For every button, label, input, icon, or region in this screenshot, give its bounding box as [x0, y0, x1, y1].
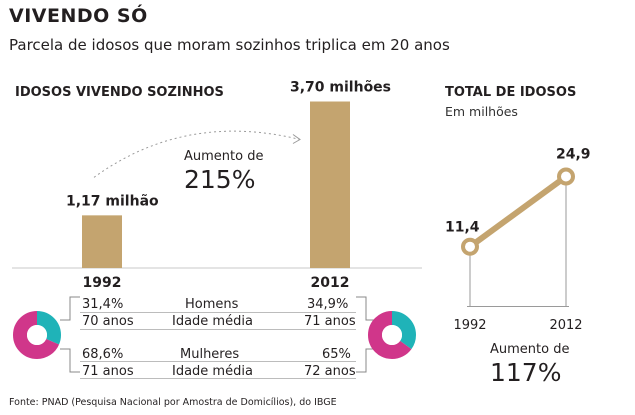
right-increase-label: Aumento de: [490, 342, 570, 357]
left-panel-title: IDOSOS VIVENDO SOZINHOS: [15, 85, 224, 100]
donut-hole-2012: [382, 325, 402, 345]
right-increase-value: 117%: [490, 358, 562, 387]
line-value-label-2012: 24,9: [556, 147, 591, 163]
row-men-label: Homens: [185, 297, 239, 312]
bracket-2012-women: [356, 348, 376, 373]
row-women-age-2012: 72 anos: [304, 364, 356, 379]
left-increase-value: 215%: [184, 165, 256, 194]
row-women-age-label: Idade média: [172, 364, 253, 379]
row-women-age-1992: 71 anos: [82, 364, 134, 379]
line-point-2012: [557, 167, 575, 186]
line-x-label-1992: 1992: [453, 318, 486, 333]
row-women-share-1992: 68,6%: [82, 347, 124, 362]
line-series: [468, 174, 568, 250]
bar-category-label-2012: 2012: [311, 275, 350, 291]
row-women-share-2012: 65%: [322, 347, 351, 362]
line-value-label-1992: 11,4: [445, 220, 480, 236]
row-women-label: Mulheres: [180, 347, 240, 362]
bar-1992: [82, 215, 122, 268]
row-men-age-2012: 71 anos: [304, 314, 356, 329]
right-panel-subtitle: Em milhões: [445, 104, 518, 119]
bar-2012: [310, 101, 350, 268]
bar-value-label-2012: 3,70 milhões: [290, 80, 391, 96]
donut-hole-1992: [27, 325, 47, 345]
row-men-share-2012: 34,9%: [307, 297, 349, 312]
line-point-1992: [461, 237, 479, 256]
bracket-1992-women: [60, 348, 80, 373]
source-note: Fonte: PNAD (Pesquisa Nacional por Amost…: [9, 397, 337, 408]
row-men-age-1992: 70 anos: [82, 314, 134, 329]
page-title: VIVENDO SÓ: [9, 5, 148, 27]
donut-slice-2012-mulheres: [368, 311, 416, 359]
page-subtitle: Parcela de idosos que moram sozinhos tri…: [9, 36, 450, 54]
bracket-2012-men: [356, 296, 376, 321]
growth-arrow: [93, 130, 301, 178]
line-x-label-2012: 2012: [549, 318, 582, 333]
growth-arrow-head: [292, 134, 301, 144]
bar-category-label-1992: 1992: [83, 275, 122, 291]
left-increase-label: Aumento de: [184, 149, 264, 164]
row-men-share-1992: 31,4%: [82, 297, 124, 312]
row-men-age-label: Idade média: [172, 314, 253, 329]
bar-value-label-1992: 1,17 milhão: [66, 193, 159, 209]
bracket-1992-men: [60, 296, 80, 321]
right-panel-title: TOTAL DE IDOSOS: [445, 85, 577, 100]
donut-slice-1992-mulheres: [13, 311, 61, 359]
